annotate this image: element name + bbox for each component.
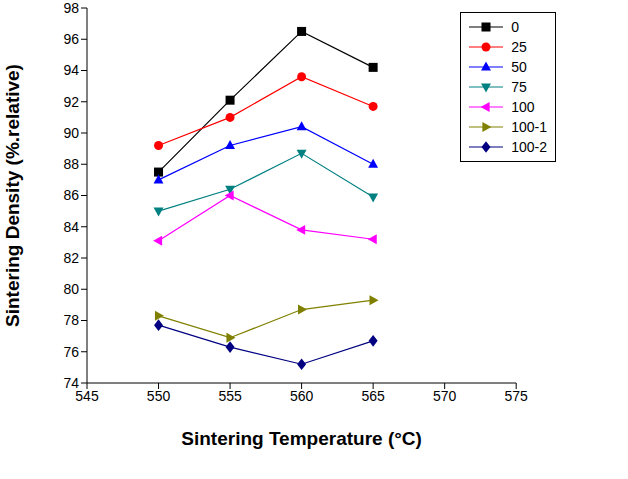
- html-text:100-1: 100-1: [511, 119, 547, 135]
- html-text:75: 75: [511, 79, 527, 95]
- svg-text:82: 82: [63, 250, 79, 266]
- svg-text:575: 575: [505, 388, 529, 404]
- html-text:0: 0: [511, 19, 519, 35]
- svg-text:545: 545: [75, 387, 99, 404]
- svg-text:Sintering Density (%.relative): Sintering Density (%.relative): [8, 64, 23, 327]
- svg-text:80: 80: [63, 281, 79, 297]
- svg-text:98: 98: [63, 0, 79, 16]
- svg-text:76: 76: [63, 344, 79, 360]
- svg-text:Sintering Temperature (°C): Sintering Temperature (°C): [181, 428, 422, 449]
- svg-text:90: 90: [63, 125, 79, 141]
- html-text:100: 100: [511, 99, 535, 115]
- svg-text:555: 555: [218, 388, 242, 404]
- svg-text:560: 560: [290, 388, 314, 404]
- svg-text:94: 94: [63, 62, 79, 78]
- svg-text:84: 84: [63, 219, 79, 235]
- html-text:25: 25: [511, 39, 527, 55]
- svg-text:86: 86: [63, 187, 79, 203]
- html-text:50: 50: [511, 59, 527, 75]
- svg-text:74: 74: [63, 375, 79, 391]
- svg-text:92: 92: [63, 94, 79, 110]
- svg-text:565: 565: [361, 388, 385, 404]
- svg-text:550: 550: [147, 388, 171, 404]
- svg-text:96: 96: [63, 31, 79, 47]
- svg-text:78: 78: [63, 312, 79, 328]
- html-text:100-2: 100-2: [511, 139, 547, 155]
- svg-text:88: 88: [63, 156, 79, 172]
- svg-text:570: 570: [433, 388, 457, 404]
